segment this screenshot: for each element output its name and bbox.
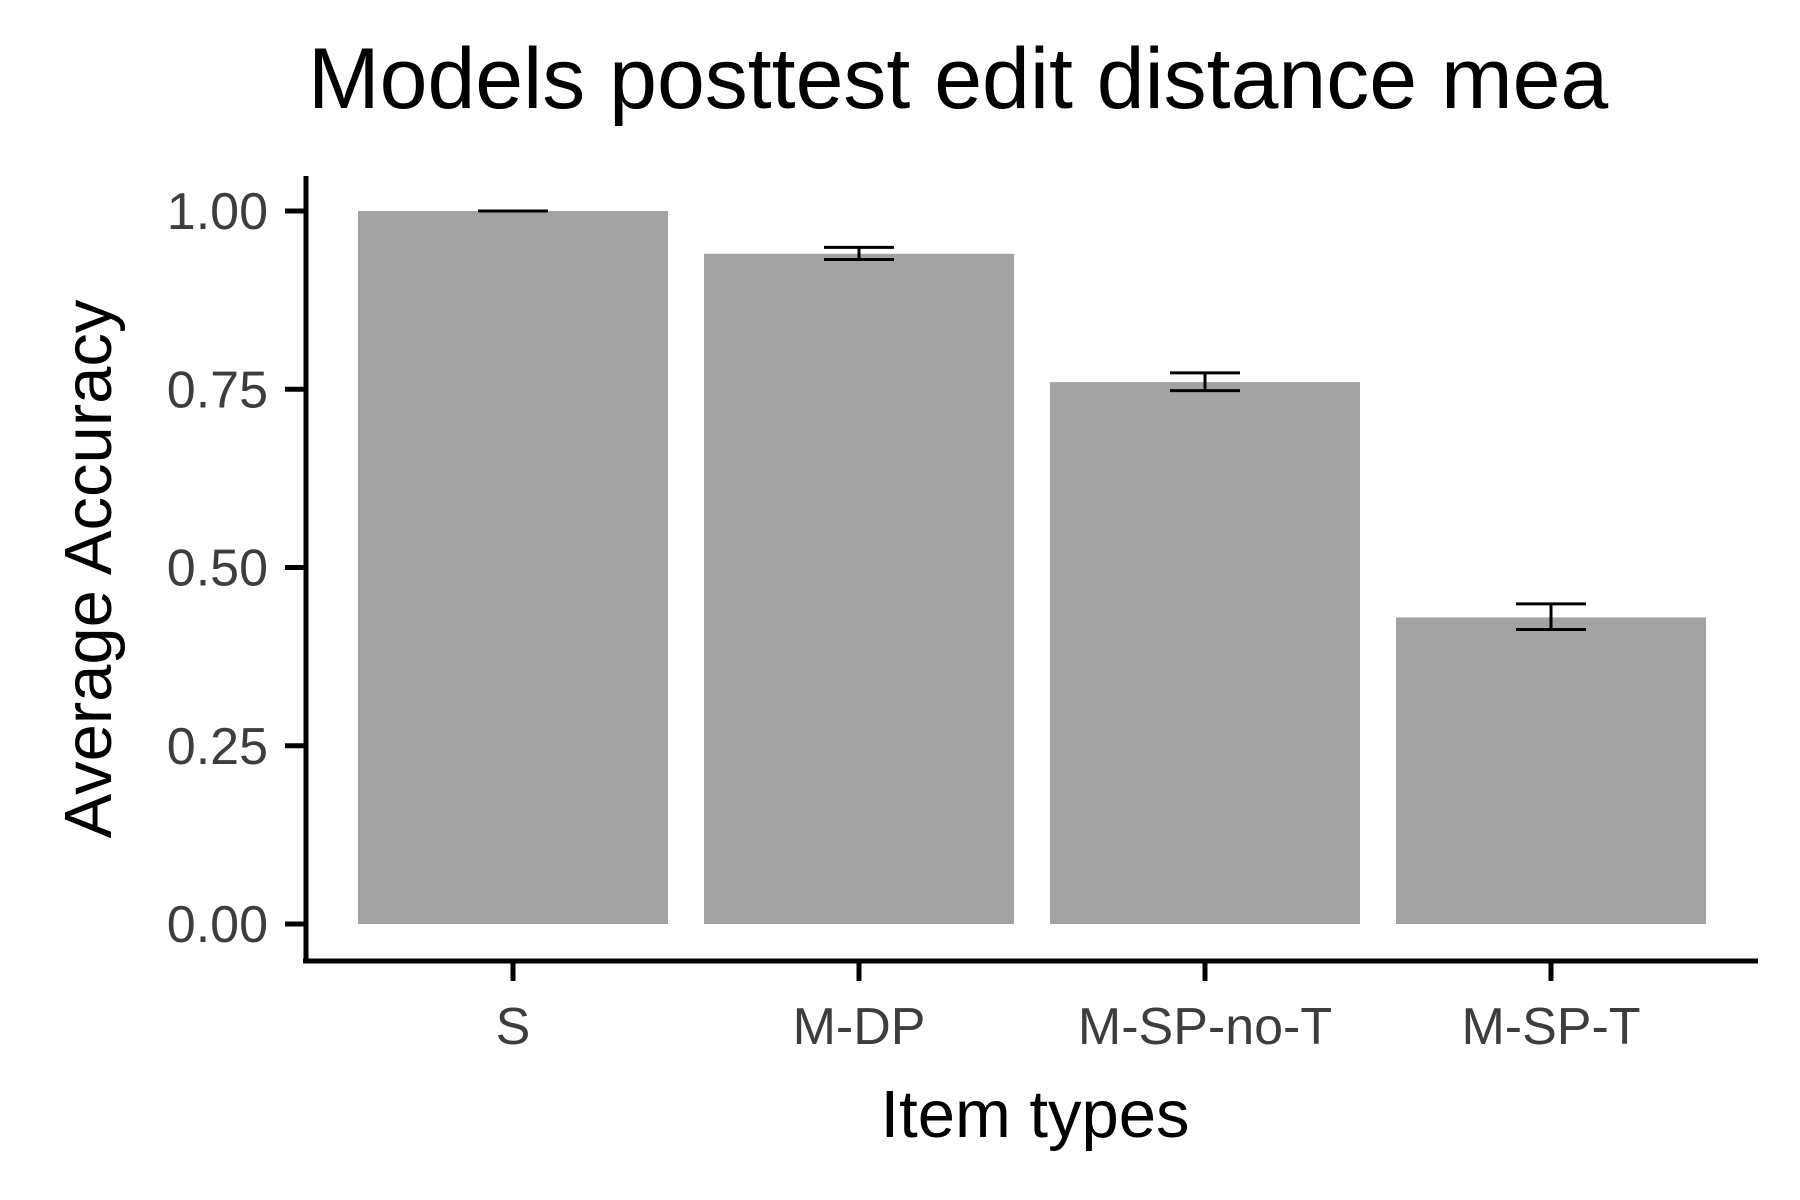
error-bar-M-SP-T: [1516, 602, 1586, 632]
y-axis-ticks: 0.00 0.25 0.50 0.75 1.00: [167, 183, 306, 954]
y-tick-label: 0.25: [167, 718, 268, 776]
y-tick-label: 1.00: [167, 183, 268, 241]
bars: [358, 211, 1706, 924]
x-axis-title: Item types: [880, 1077, 1189, 1152]
error-bar-M-SP-no-T: [1170, 371, 1240, 393]
bar-M-DP: [704, 253, 1014, 924]
plot-area: 0.00 0.25 0.50 0.75 1.00 S M-DP M-SP-no-T M-SP-…: [167, 176, 1758, 1056]
chart-title: Models posttest edit distance mea: [308, 31, 1608, 127]
error-bars: [478, 209, 1586, 632]
x-tick-label: S: [496, 998, 531, 1056]
x-tick-label: M-SP-T: [1461, 998, 1640, 1056]
error-bar-M-DP: [824, 245, 894, 261]
y-axis-title: Average Accuracy: [51, 299, 126, 838]
bar-M-SP-no-T: [1050, 382, 1360, 924]
x-tick-label: M-SP-no-T: [1078, 998, 1332, 1056]
x-tick-label: M-DP: [793, 998, 926, 1056]
bar-S: [358, 211, 668, 924]
x-axis-ticks: S M-DP M-SP-no-T M-SP-T: [496, 963, 1641, 1056]
y-tick-label: 0.50: [167, 540, 268, 598]
y-tick-label: 0.75: [167, 361, 268, 419]
y-tick-label: 0.00: [167, 896, 268, 954]
bar-M-SP-T: [1396, 617, 1706, 924]
